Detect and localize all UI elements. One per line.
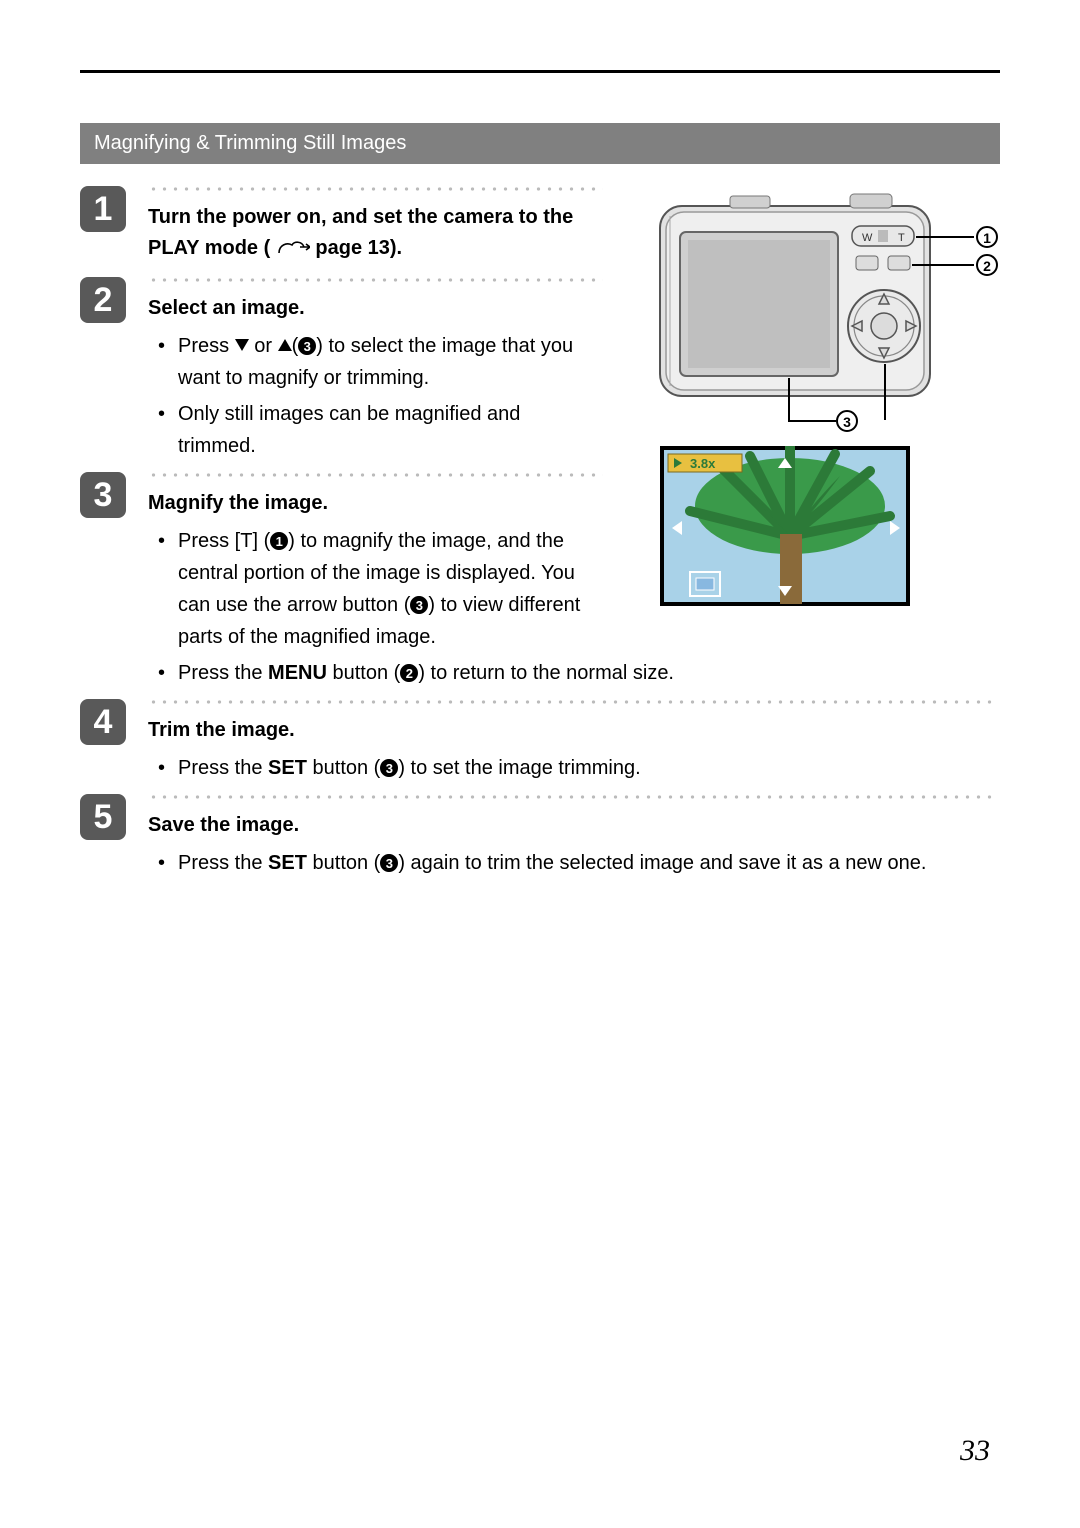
callout-ref-3-icon: 3 (298, 337, 316, 355)
callout-ref-3-icon: 3 (410, 596, 428, 614)
page-content: Magnifying & Trimming Still Images 1 Tur… (80, 75, 1000, 889)
step-4: 4 Trim the image. Press the SET button (… (80, 699, 1000, 784)
up-triangle-icon (278, 339, 292, 351)
bullet: Press [T] (1) to magnify the image, and … (148, 525, 603, 653)
text: button ( (327, 662, 400, 684)
content-area: 1 Turn the power on, and set the camera … (80, 186, 1000, 879)
text: ) to return to the normal size. (418, 662, 674, 684)
step-5-title: Save the image. (148, 810, 1000, 841)
callout-ref-2-icon: 2 (400, 664, 418, 682)
text: or (254, 335, 277, 357)
bullet: Press the SET button (3) again to trim t… (148, 847, 1000, 879)
dotted-rule (148, 699, 998, 705)
page-number: 33 (960, 1434, 990, 1468)
set-label: SET (268, 852, 307, 874)
callout-ref-3-icon: 3 (380, 854, 398, 872)
down-triangle-icon (235, 339, 249, 351)
callout-2: 2 (976, 254, 998, 276)
dotted-rule (148, 472, 603, 478)
bullet: Only still images can be magnified and t… (148, 398, 603, 462)
text: Press the (178, 757, 268, 779)
section-heading: Magnifying & Trimming Still Images (80, 123, 1000, 164)
text: Press the (178, 852, 268, 874)
screen-preview: 3.8x (660, 446, 920, 616)
callout-ref-1-icon: 1 (270, 532, 288, 550)
page-ref: page 13 (315, 237, 389, 259)
reference-icon (276, 236, 310, 267)
bullet: Press the MENU button (2) to return to t… (148, 657, 1000, 689)
callout-1: 1 (976, 226, 998, 248)
bullet: Press the SET button (3) to set the imag… (148, 752, 1000, 784)
svg-text:W: W (862, 232, 873, 244)
text: Press (178, 335, 235, 357)
camera-diagram: W T (640, 186, 1000, 446)
text: ) again to trim the selected image and s… (398, 852, 926, 874)
text: button ( (307, 852, 380, 874)
text: ). (390, 237, 402, 259)
top-rule (80, 70, 1000, 73)
zoom-text: 3.8x (690, 456, 716, 471)
dotted-rule (148, 794, 998, 800)
step-badge-4: 4 (80, 699, 126, 745)
menu-label: MENU (268, 662, 327, 684)
step-1-title: Turn the power on, and set the camera to… (148, 202, 603, 267)
leader-line (788, 378, 790, 420)
step-badge-5: 5 (80, 794, 126, 840)
step-badge-3: 3 (80, 472, 126, 518)
leader-line (916, 236, 974, 238)
step-5: 5 Save the image. Press the SET button (… (80, 794, 1000, 879)
figure: W T (640, 186, 1000, 451)
leader-line (788, 420, 836, 422)
step-4-bullets: Press the SET button (3) to set the imag… (148, 752, 1000, 784)
text: Press [T] ( (178, 530, 270, 552)
step-5-bullets: Press the SET button (3) again to trim t… (148, 847, 1000, 879)
step-badge-1: 1 (80, 186, 126, 232)
leader-line (912, 264, 974, 266)
text: button ( (307, 757, 380, 779)
step-4-title: Trim the image. (148, 715, 1000, 746)
text: Press the (178, 662, 268, 684)
leader-line (884, 364, 886, 420)
callout-ref-3-icon: 3 (380, 759, 398, 777)
svg-text:T: T (898, 232, 905, 244)
callout-3: 3 (836, 410, 858, 432)
dotted-rule (148, 277, 603, 283)
dotted-rule (148, 186, 603, 192)
bullet: Press or (3) to select the image that yo… (148, 330, 603, 394)
step-badge-2: 2 (80, 277, 126, 323)
text: ) to set the image trimming. (398, 757, 640, 779)
set-label: SET (268, 757, 307, 779)
